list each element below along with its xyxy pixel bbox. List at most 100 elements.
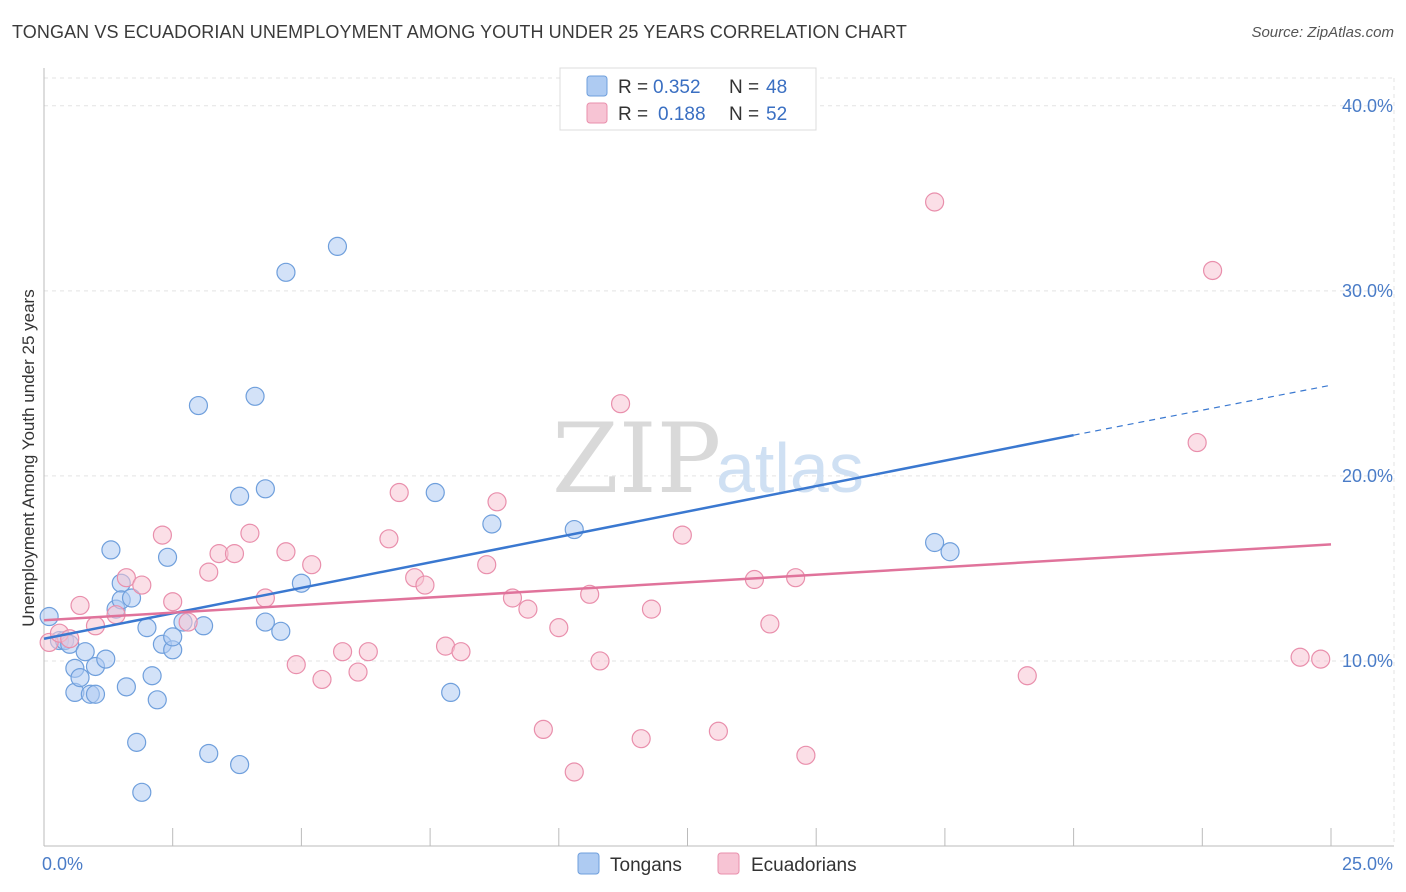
point-tongans-24 — [157, 547, 178, 567]
y-tick-label-1: 20.0% — [1342, 466, 1393, 486]
point-tongans-20 — [137, 618, 157, 638]
point-tongans-21 — [142, 666, 162, 686]
bottom-legend-swatch-ecuadorians — [717, 852, 740, 875]
point-ecuadorians-50 — [1202, 260, 1223, 281]
legend-r-label-tongans: R = — [618, 77, 648, 98]
legend-r-value-tongans: 0.352 — [653, 77, 701, 98]
point-ecuadorians-3 — [70, 595, 90, 616]
axes — [43, 68, 1394, 847]
bottom-legend-swatch-tongans — [577, 852, 600, 875]
legend-n-label-ecuadorians: N = — [729, 104, 759, 125]
point-ecuadorians-14 — [240, 523, 260, 543]
point-tongans-10 — [85, 684, 106, 704]
point-tongans-22 — [147, 690, 167, 710]
point-ecuadorians-26 — [415, 575, 435, 595]
x-tick-label-1: 25.0% — [1342, 854, 1393, 874]
point-ecuadorians-28 — [451, 642, 471, 662]
watermark-atlas: atlas — [716, 429, 864, 507]
point-ecuadorians-36 — [580, 584, 600, 604]
point-ecuadorians-34 — [549, 618, 569, 638]
point-tongans-17 — [121, 588, 142, 608]
point-ecuadorians-7 — [132, 575, 152, 595]
point-ecuadorians-51 — [1290, 647, 1310, 667]
watermark-zip: ZIP — [552, 403, 721, 515]
point-ecuadorians-33 — [533, 719, 553, 740]
point-ecuadorians-52 — [1311, 649, 1331, 669]
point-ecuadorians-16 — [276, 542, 296, 562]
point-tongans-26 — [163, 627, 183, 647]
point-ecuadorians-22 — [358, 642, 378, 662]
watermark: ZIP atlas — [552, 403, 864, 515]
point-tongans-35 — [255, 612, 275, 632]
trend-lines — [43, 384, 1332, 640]
point-ecuadorians-46 — [796, 745, 816, 765]
point-ecuadorians-29 — [477, 555, 497, 575]
point-ecuadorians-37 — [590, 651, 610, 671]
x-tick-labels: 0.0% 25.0% — [42, 854, 1393, 874]
legend-r-label-ecuadorians: R = — [618, 104, 648, 125]
y-tick-label-3: 40.0% — [1342, 96, 1393, 116]
series-legend: Tongans Ecuadorians — [577, 852, 857, 876]
source-label: Source: ZipAtlas.com — [1251, 24, 1394, 41]
x-tick-label-0: 0.0% — [42, 854, 83, 874]
point-tongans-0 — [39, 606, 59, 627]
point-ecuadorians-44 — [760, 614, 780, 634]
point-ecuadorians-20 — [332, 642, 353, 662]
point-tongans-19 — [132, 782, 152, 802]
point-ecuadorians-4 — [85, 616, 106, 636]
trend-line-ecuadorians — [43, 543, 1332, 622]
point-tongans-28 — [188, 395, 209, 416]
point-tongans-41 — [441, 682, 461, 703]
point-ecuadorians-18 — [302, 555, 322, 575]
point-ecuadorians-48 — [1017, 666, 1037, 686]
y-tick-label-0: 10.0% — [1342, 651, 1393, 671]
point-ecuadorians-45 — [786, 568, 806, 588]
legend-r-value-ecuadorians: 0.188 — [658, 104, 706, 125]
point-ecuadorians-23 — [379, 529, 399, 549]
point-ecuadorians-39 — [631, 729, 651, 749]
point-ecuadorians-30 — [487, 492, 507, 512]
point-tongans-45 — [940, 542, 960, 562]
bottom-legend-label-ecuadorians: Ecuadorians — [751, 855, 857, 876]
point-tongans-42 — [482, 514, 502, 534]
legend-swatch-ecuadorians — [586, 102, 608, 124]
bottom-legend-label-tongans: Tongans — [610, 855, 682, 876]
point-ecuadorians-8 — [152, 525, 173, 545]
point-ecuadorians-15 — [255, 588, 275, 608]
point-ecuadorians-13 — [224, 544, 245, 564]
legend-n-value-tongans: 48 — [766, 77, 787, 98]
point-tongans-34 — [255, 479, 275, 499]
point-tongans-44 — [925, 532, 945, 553]
trend-line-tongans — [43, 433, 1074, 640]
point-tongans-11 — [96, 649, 116, 669]
point-tongans-30 — [199, 743, 219, 764]
point-ecuadorians-32 — [518, 599, 538, 619]
point-tongans-36 — [271, 621, 291, 641]
stats-legend: R = 0.352 N = 48 R = 0.188 N = 52 — [559, 67, 817, 131]
legend-n-value-ecuadorians: 52 — [766, 104, 787, 125]
point-ecuadorians-9 — [163, 592, 183, 612]
point-tongans-6 — [70, 667, 90, 688]
point-ecuadorians-17 — [286, 655, 306, 675]
point-ecuadorians-49 — [1187, 432, 1207, 453]
point-tongans-39 — [327, 236, 348, 257]
series-tongans-points — [39, 236, 960, 802]
point-tongans-18 — [127, 732, 147, 752]
y-axis-label: Unemployment Among Youth under 25 years — [19, 289, 38, 626]
series-ecuadorians-points — [39, 192, 1331, 782]
point-tongans-16 — [116, 677, 136, 697]
point-ecuadorians-47 — [925, 192, 945, 212]
point-ecuadorians-38 — [610, 394, 631, 414]
legend-n-label-tongans: N = — [729, 77, 759, 98]
point-tongans-32 — [230, 754, 250, 775]
trend-line-tongans-extension — [1073, 384, 1332, 436]
point-ecuadorians-42 — [708, 721, 728, 741]
point-ecuadorians-10 — [178, 612, 198, 632]
legend-swatch-tongans — [586, 75, 608, 97]
point-tongans-33 — [245, 386, 265, 406]
point-ecuadorians-40 — [641, 599, 662, 619]
point-tongans-31 — [230, 486, 250, 506]
point-ecuadorians-35 — [564, 762, 584, 782]
y-tick-labels: 10.0% 20.0% 30.0% 40.0% — [1342, 96, 1393, 671]
